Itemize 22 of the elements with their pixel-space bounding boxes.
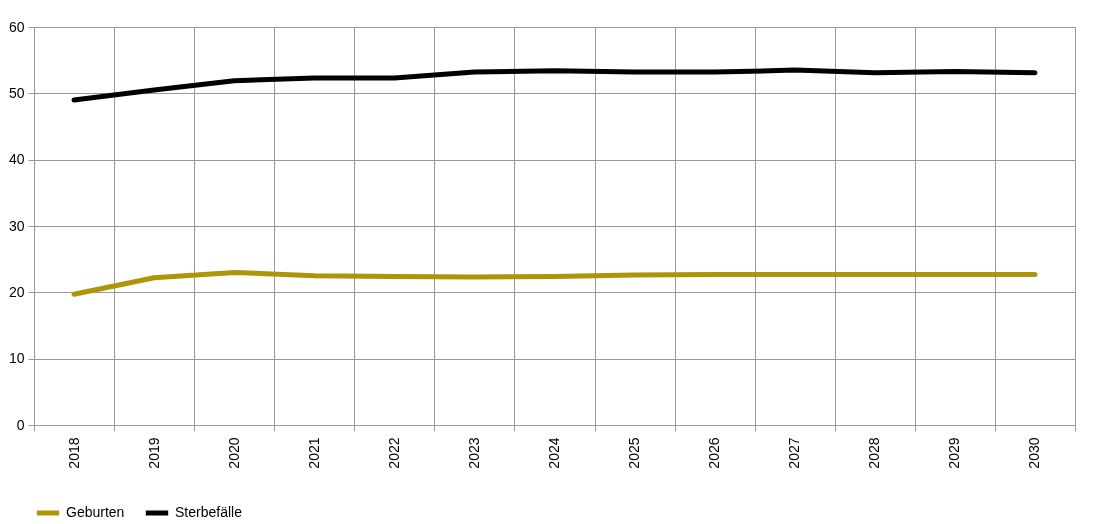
x-tick-label: 2027: [786, 437, 803, 469]
x-tick-label: 2018: [65, 437, 82, 469]
x-tick-label: 2030: [1026, 437, 1043, 469]
legend-label: Sterbefälle: [175, 504, 243, 520]
x-tick-label: 2028: [866, 437, 883, 469]
x-tick-label: 2021: [305, 437, 322, 469]
y-tick-label: 60: [8, 18, 25, 35]
y-tick-label: 40: [8, 151, 25, 168]
x-tick-label: 2024: [546, 437, 562, 469]
x-tick-label: 2023: [465, 437, 482, 469]
x-tick-label: 2029: [946, 437, 963, 469]
y-tick-label: 10: [8, 350, 25, 367]
x-tick-label: 2022: [385, 437, 402, 469]
y-tick-label: 50: [8, 84, 25, 101]
x-tick-label: 2019: [145, 437, 162, 469]
x-tick-label: 2020: [225, 437, 242, 469]
y-tick-label: 30: [8, 217, 25, 234]
legend-label: Geburten: [66, 504, 125, 520]
y-tick-label: 0: [16, 416, 25, 433]
y-tick-label: 20: [8, 283, 25, 300]
x-tick-label: 2025: [626, 437, 643, 469]
x-tick-label: 2026: [706, 437, 723, 469]
